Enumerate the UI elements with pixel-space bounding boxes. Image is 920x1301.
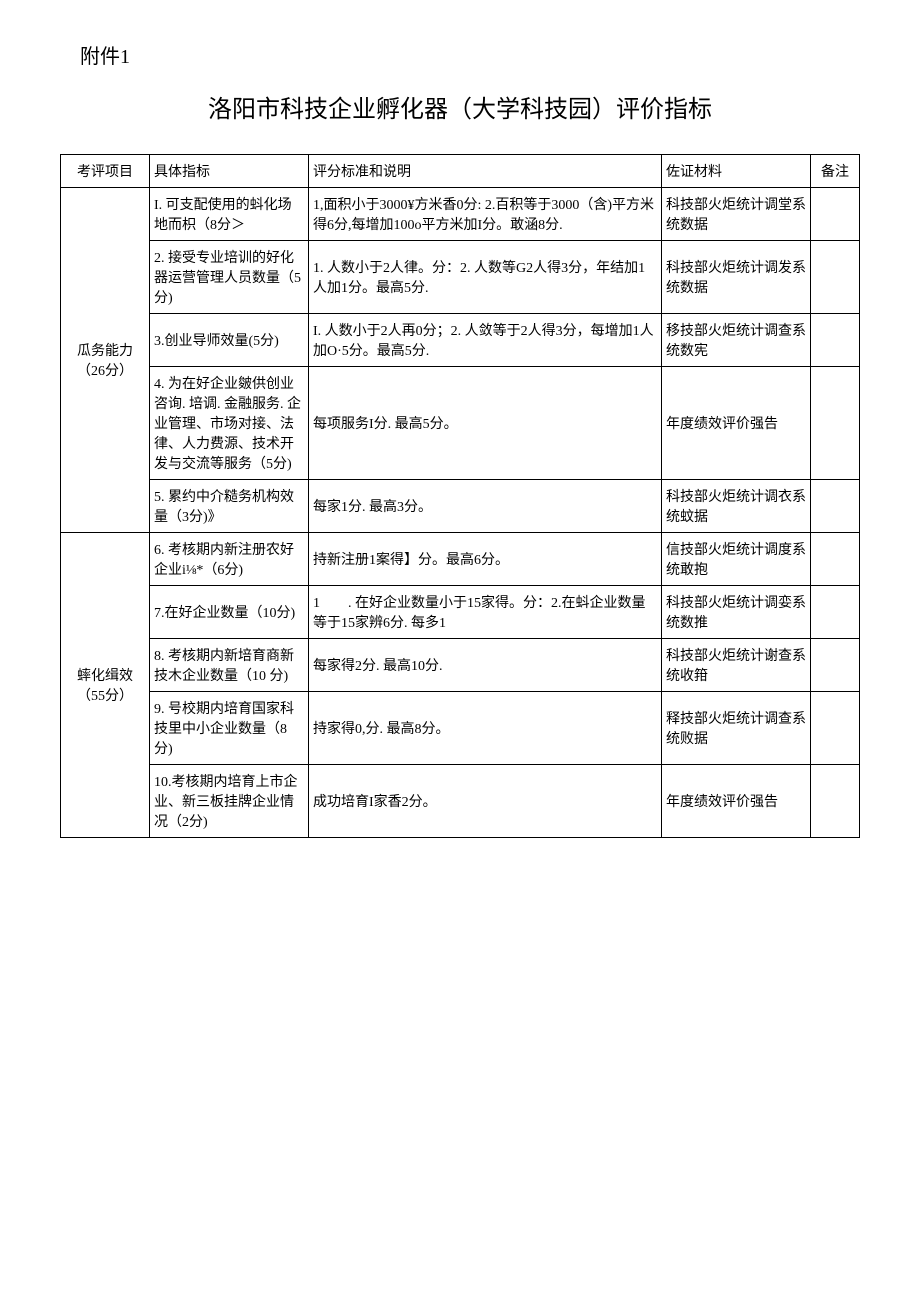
indicator-cell: 7.在好企业数量（10分) <box>150 586 309 639</box>
group-cell: 蟀化缉效（55分） <box>61 533 150 838</box>
header-note: 备注 <box>811 155 860 188</box>
table-row: 5. 累约中介糙务机构效量（3分)》每家1分. 最高3分。科技部火炬统计调衣系统… <box>61 480 860 533</box>
evidence-cell: 移技部火炬统计调查系统数宪 <box>662 314 811 367</box>
table-row: 8. 考核期内新培育商新技木企业数量（10 分)每家得2分. 最高10分.科技部… <box>61 639 860 692</box>
note-cell <box>811 314 860 367</box>
attachment-label: 附件1 <box>80 40 860 69</box>
indicator-cell: 3.创业导师效量(5分) <box>150 314 309 367</box>
note-cell <box>811 241 860 314</box>
indicator-cell: 8. 考核期内新培育商新技木企业数量（10 分) <box>150 639 309 692</box>
evidence-cell: 年度绩效评价强告 <box>662 367 811 480</box>
standard-cell: 1. 人数小于2人律。分：2. 人数等G2人得3分，年结加1人加1分。最高5分. <box>309 241 662 314</box>
table-row: 9. 号校期内培育国家科技里中小企业数量（8分)持家得0,分. 最高8分。释技部… <box>61 692 860 765</box>
evidence-cell: 科技部火炬统计调衣系统蚊据 <box>662 480 811 533</box>
indicator-cell: 5. 累约中介糙务机构效量（3分)》 <box>150 480 309 533</box>
evidence-cell: 科技部火炬统计调发系统数据 <box>662 241 811 314</box>
header-evidence: 佐证材料 <box>662 155 811 188</box>
note-cell <box>811 765 860 838</box>
table-row: 7.在好企业数量（10分)1 . 在好企业数量小于15家得。分：2.在蚪企业数量… <box>61 586 860 639</box>
group-cell: 瓜务能力（26分） <box>61 188 150 533</box>
indicator-cell: 6. 考核期内新注册农好企业i⅛*（6分) <box>150 533 309 586</box>
note-cell <box>811 692 860 765</box>
note-cell <box>811 586 860 639</box>
standard-cell: 每项服务I分. 最高5分。 <box>309 367 662 480</box>
indicator-cell: 4. 为在好企业皴供创业咨询. 培调. 金融服务. 企业管理、市场对接、法律、人… <box>150 367 309 480</box>
standard-cell: 1,面积小于3000¥方米香0分: 2.百积等于3000（含)平方米得6分,每增… <box>309 188 662 241</box>
standard-cell: 成功培育I家香2分。 <box>309 765 662 838</box>
standard-cell: 持家得0,分. 最高8分。 <box>309 692 662 765</box>
header-indicator: 具体指标 <box>150 155 309 188</box>
page-title: 洛阳市科技企业孵化器（大学科技园）评价指标 <box>60 89 860 124</box>
table-row: 10.考核期内培育上市企业、新三板挂牌企业情况（2分)成功培育I家香2分。年度绩… <box>61 765 860 838</box>
table-row: 蟀化缉效（55分）6. 考核期内新注册农好企业i⅛*（6分)持新注册1案得】分。… <box>61 533 860 586</box>
note-cell <box>811 480 860 533</box>
table-row: 4. 为在好企业皴供创业咨询. 培调. 金融服务. 企业管理、市场对接、法律、人… <box>61 367 860 480</box>
table-header-row: 考评项目 具体指标 评分标准和说明 佐证材料 备注 <box>61 155 860 188</box>
standard-cell: 1 . 在好企业数量小于15家得。分：2.在蚪企业数量等于15家辨6分. 每多1 <box>309 586 662 639</box>
standard-cell: I. 人数小于2人再0分；2. 人敛等于2人得3分，每增加1人加O·5分。最高5… <box>309 314 662 367</box>
header-project: 考评项目 <box>61 155 150 188</box>
table-row: 3.创业导师效量(5分)I. 人数小于2人再0分；2. 人敛等于2人得3分，每增… <box>61 314 860 367</box>
indicator-cell: 9. 号校期内培育国家科技里中小企业数量（8分) <box>150 692 309 765</box>
note-cell <box>811 188 860 241</box>
note-cell <box>811 533 860 586</box>
evidence-cell: 年度绩效评价强告 <box>662 765 811 838</box>
header-standard: 评分标准和说明 <box>309 155 662 188</box>
evaluation-table: 考评项目 具体指标 评分标准和说明 佐证材料 备注 瓜务能力（26分）I. 可支… <box>60 154 860 838</box>
indicator-cell: 10.考核期内培育上市企业、新三板挂牌企业情况（2分) <box>150 765 309 838</box>
standard-cell: 每家得2分. 最高10分. <box>309 639 662 692</box>
evidence-cell: 信技部火炬统计调度系统敢抱 <box>662 533 811 586</box>
evidence-cell: 科技部火炬统计谢查系统收箝 <box>662 639 811 692</box>
note-cell <box>811 639 860 692</box>
evidence-cell: 科技部火炬统计调娈系统数推 <box>662 586 811 639</box>
indicator-cell: I. 可支配使用的蚪化场地而枳（8分＞ <box>150 188 309 241</box>
note-cell <box>811 367 860 480</box>
indicator-cell: 2. 接受专业培训的好化器运营管理人员数量（5分) <box>150 241 309 314</box>
table-row: 2. 接受专业培训的好化器运营管理人员数量（5分)1. 人数小于2人律。分：2.… <box>61 241 860 314</box>
evidence-cell: 科技部火炬统计调堂系统数据 <box>662 188 811 241</box>
standard-cell: 持新注册1案得】分。最高6分。 <box>309 533 662 586</box>
table-row: 瓜务能力（26分）I. 可支配使用的蚪化场地而枳（8分＞1,面积小于3000¥方… <box>61 188 860 241</box>
evidence-cell: 释技部火炬统计调查系统败据 <box>662 692 811 765</box>
standard-cell: 每家1分. 最高3分。 <box>309 480 662 533</box>
